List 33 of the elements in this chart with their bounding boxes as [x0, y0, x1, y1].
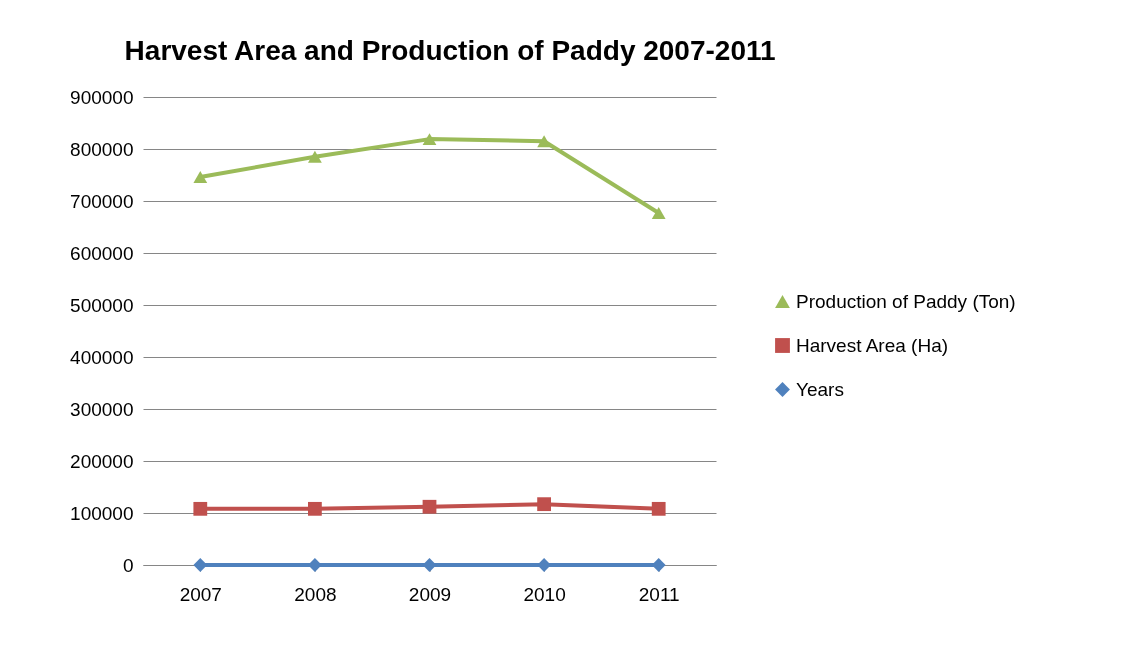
- legend-label: Harvest Area (Ha): [796, 334, 949, 356]
- x-tick-label: 2010: [523, 583, 566, 605]
- y-tick-label: 0: [122, 554, 134, 576]
- point: [651, 206, 666, 219]
- y-tick-label: 700000: [70, 190, 134, 212]
- y-tick-label: 400000: [70, 346, 134, 368]
- point: [193, 501, 208, 516]
- y-tick-label: 500000: [70, 294, 134, 316]
- x-tick-label: 2009: [408, 583, 452, 605]
- x-tick-label: 2008: [294, 583, 337, 605]
- point: [422, 133, 437, 146]
- y-tick-label: 100000: [70, 502, 134, 524]
- y-tick-label: 300000: [70, 398, 134, 420]
- point: [651, 501, 666, 516]
- point: [422, 558, 437, 572]
- point: [308, 558, 322, 572]
- point: [193, 171, 208, 184]
- point: [537, 135, 551, 148]
- y-tick-label: 800000: [70, 138, 134, 160]
- chart-title: Harvest Area and Production of Paddy 2007-2011: [124, 35, 776, 66]
- point: [422, 499, 437, 514]
- y-tick-label: 200000: [70, 450, 134, 472]
- point: [537, 497, 551, 512]
- x-tick-label: 2007: [179, 583, 222, 605]
- x-tick-label: 2011: [638, 583, 680, 605]
- point: [537, 558, 551, 572]
- point: [308, 501, 322, 516]
- point: [651, 558, 666, 572]
- y-tick-label: 600000: [70, 242, 134, 264]
- point: [308, 150, 322, 163]
- legend-label: Years: [796, 378, 844, 400]
- y-tick-label: 900000: [70, 86, 134, 108]
- legend-label: Production of Paddy (Ton): [796, 290, 1016, 312]
